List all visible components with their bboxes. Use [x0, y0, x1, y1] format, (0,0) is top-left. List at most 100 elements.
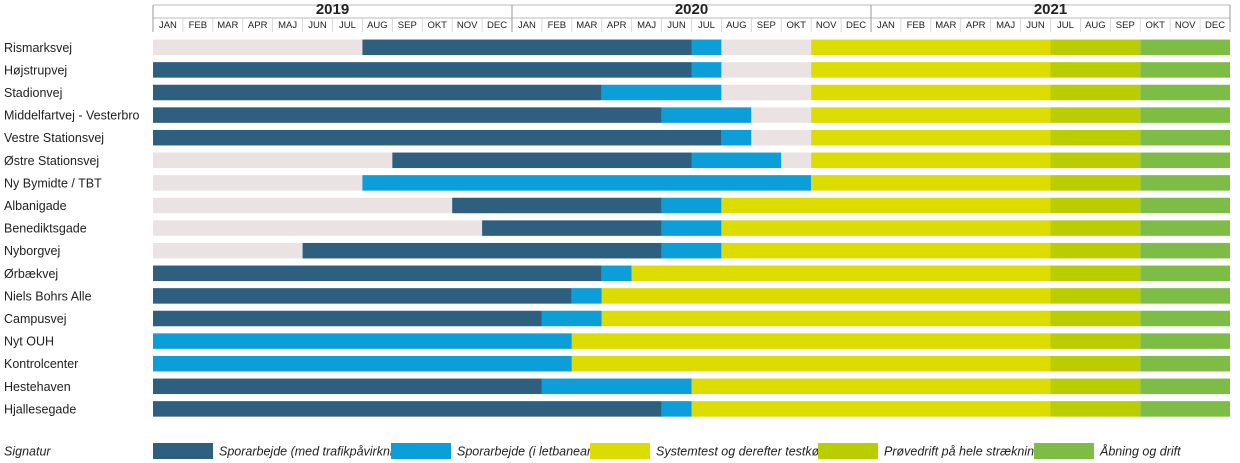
month-label: SEP [398, 20, 417, 31]
gantt-bar-prove [1050, 197, 1141, 214]
gantt-bar-idle [153, 152, 393, 169]
gantt-bar-prove [1050, 333, 1141, 349]
gantt-bar-spor1 [153, 288, 572, 304]
month-label: DEC [1205, 20, 1225, 31]
legend-swatch-spor1 [153, 443, 213, 459]
month-label: NOV [1175, 20, 1196, 31]
month-label: APR [248, 20, 268, 31]
gantt-bar-spor2 [541, 378, 692, 395]
gantt-bar-drift [1140, 197, 1230, 214]
gantt-bar-spor2 [362, 175, 812, 191]
gantt-bar-prove [1050, 129, 1141, 146]
gantt-bar-test [571, 333, 1051, 349]
row-label: Middelfartvej - Vesterbro [4, 109, 140, 123]
gantt-bar-spor2 [661, 197, 722, 214]
month-label: JUN [308, 20, 327, 31]
gantt-bar-idle [153, 242, 303, 259]
gantt-bar-idle [153, 197, 453, 214]
row-label: Benediktsgade [4, 222, 87, 236]
gantt-bar-drift [1140, 129, 1230, 146]
gantt-bar-spor1 [362, 39, 692, 56]
legend-label-test: Systemtest og derefter testkørsler [656, 445, 844, 459]
legend-swatch-prove [818, 443, 878, 459]
gantt-bar-spor1 [153, 129, 722, 146]
month-label: DEC [846, 20, 866, 31]
gantt-bar-test [811, 84, 1051, 101]
gantt-bar-prove [1050, 265, 1141, 282]
gantt-bar-spor2 [661, 242, 722, 259]
gantt-bar-idle [751, 107, 812, 123]
gantt-bar-idle [153, 39, 363, 56]
gantt-bar-spor2 [541, 310, 602, 327]
gantt-bar-drift [1140, 333, 1230, 349]
month-label: SEP [757, 20, 776, 31]
month-label: NOV [816, 20, 837, 31]
legend-label-prove: Prøvedrift på hele strækningen [884, 445, 1055, 459]
gantt-bar-prove [1050, 107, 1141, 123]
gantt-bar-spor1 [153, 265, 602, 282]
gantt-bar-test [721, 242, 1051, 259]
gantt-bar-spor1 [452, 197, 662, 214]
month-label: APR [607, 20, 627, 31]
gantt-bar-drift [1140, 175, 1230, 191]
month-label: APR [966, 20, 986, 31]
month-label: MAJ [637, 20, 656, 31]
gantt-bar-prove [1050, 288, 1141, 304]
gantt-bar-drift [1140, 355, 1230, 372]
gantt-bar-drift [1140, 220, 1230, 236]
month-label: JUL [698, 20, 715, 31]
year-label: 2020 [675, 1, 708, 18]
month-label: DEC [487, 20, 507, 31]
gantt-bar-prove [1050, 378, 1141, 395]
month-label: FEB [548, 20, 566, 31]
gantt-bar-test [631, 265, 1051, 282]
month-label: AUG [726, 20, 747, 31]
gantt-bar-prove [1050, 39, 1141, 56]
gantt-bar-spor1 [482, 220, 662, 236]
gantt-bar-idle [153, 220, 483, 236]
gantt-bar-prove [1050, 310, 1141, 327]
gantt-bar-spor2 [691, 62, 722, 78]
gantt-bar-spor2 [691, 152, 782, 169]
gantt-bar-spor2 [691, 39, 722, 56]
month-label: NOV [457, 20, 478, 31]
gantt-bar-drift [1140, 288, 1230, 304]
gantt-bar-idle [721, 84, 812, 101]
gantt-bar-prove [1050, 175, 1141, 191]
month-label: MAJ [996, 20, 1015, 31]
gantt-bar-test [721, 220, 1051, 236]
row-label: Niels Bohrs Alle [4, 289, 92, 303]
row-label: Østre Stationsvej [4, 154, 99, 168]
gantt-bar-prove [1050, 152, 1141, 169]
gantt-bar-drift [1140, 378, 1230, 395]
gantt-bar-drift [1140, 401, 1230, 417]
gantt-bar-spor2 [153, 355, 572, 372]
gantt-bar-spor1 [153, 62, 692, 78]
gantt-bar-drift [1140, 62, 1230, 78]
gantt-bar-drift [1140, 152, 1230, 169]
month-label: JAN [518, 20, 536, 31]
gantt-bar-spor2 [661, 401, 692, 417]
gantt-bar-test [721, 197, 1051, 214]
gantt-bar-spor2 [153, 333, 572, 349]
month-label: SEP [1116, 20, 1135, 31]
legend-label-spor2: Sporarbejde (i letbaneareal) [457, 445, 612, 459]
gantt-bar-prove [1050, 355, 1141, 372]
month-label: MAJ [278, 20, 297, 31]
gantt-bar-spor2 [601, 265, 632, 282]
legend-label-spor1: Sporarbejde (med trafikpåvirkning) [219, 445, 411, 459]
gantt-bar-drift [1140, 107, 1230, 123]
gantt-bar-test [601, 310, 1051, 327]
month-label: MAR [935, 20, 956, 31]
gantt-bar-idle [721, 62, 812, 78]
gantt-bar-test [601, 288, 1051, 304]
month-label: AUG [1085, 20, 1106, 31]
gantt-bar-spor2 [721, 129, 752, 146]
gantt-bar-drift [1140, 39, 1230, 56]
row-label: Nyt OUH [4, 335, 54, 349]
gantt-bar-test [811, 39, 1051, 56]
month-label: JUL [339, 20, 356, 31]
row-label: Kontrolcenter [4, 357, 78, 371]
gantt-bar-spor2 [661, 107, 752, 123]
